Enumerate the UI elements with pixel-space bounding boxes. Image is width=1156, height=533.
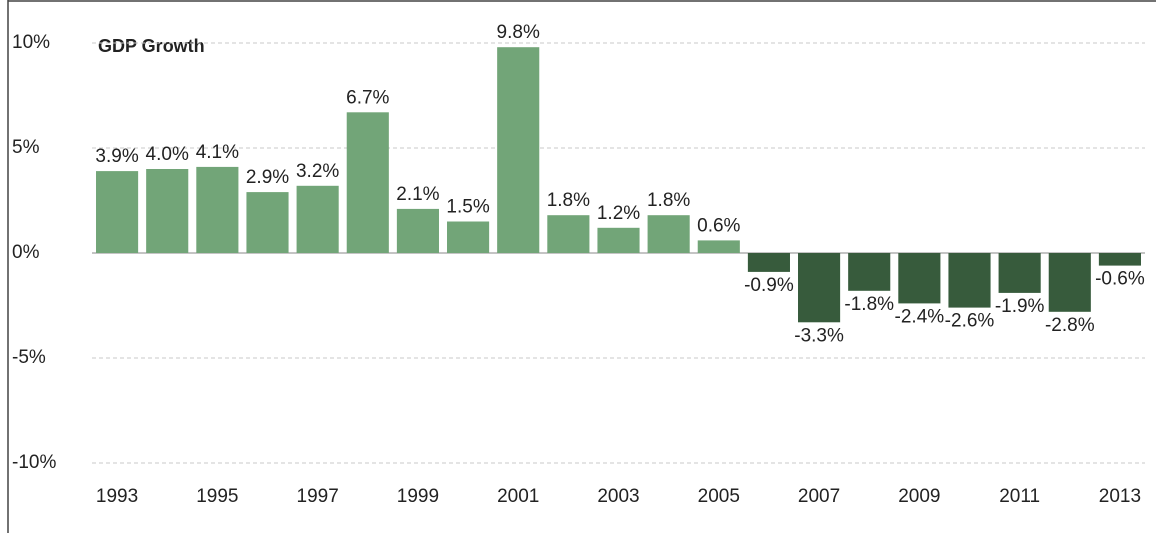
value-label: 3.9% bbox=[95, 146, 138, 167]
value-label: -1.9% bbox=[995, 296, 1045, 317]
x-tick-label: 1993 bbox=[96, 486, 138, 507]
bar bbox=[96, 171, 139, 253]
bar bbox=[898, 253, 941, 304]
value-label: 2.9% bbox=[246, 167, 289, 188]
value-label: -2.4% bbox=[895, 306, 945, 327]
x-tick-label: 2013 bbox=[1099, 486, 1141, 507]
y-tick-label: -5% bbox=[12, 347, 46, 368]
value-label: -0.6% bbox=[1095, 269, 1145, 290]
y-tick-label: 0% bbox=[12, 242, 40, 263]
x-tick-label: 2005 bbox=[698, 486, 740, 507]
x-tick-label: 2003 bbox=[597, 486, 639, 507]
x-tick-label: 2007 bbox=[798, 486, 840, 507]
value-label: 1.8% bbox=[647, 190, 690, 211]
bar bbox=[1098, 253, 1141, 266]
value-label: 3.2% bbox=[296, 161, 339, 182]
bar bbox=[296, 185, 339, 253]
bar bbox=[948, 253, 991, 308]
bar bbox=[747, 253, 790, 272]
value-label: 1.2% bbox=[597, 203, 640, 224]
value-label: 2.1% bbox=[396, 184, 439, 205]
bar bbox=[848, 253, 891, 291]
y-tick-label: 10% bbox=[12, 32, 50, 53]
value-label: 9.8% bbox=[497, 22, 540, 43]
bar bbox=[246, 192, 289, 253]
value-label: 1.5% bbox=[446, 197, 489, 218]
bar bbox=[597, 227, 640, 253]
x-tick-label: 1995 bbox=[196, 486, 238, 507]
value-label: -3.3% bbox=[794, 325, 844, 346]
value-label: -1.8% bbox=[844, 294, 894, 315]
bar bbox=[798, 253, 841, 323]
bar bbox=[547, 215, 590, 253]
value-label: 1.8% bbox=[547, 190, 590, 211]
chart-title: GDP Growth bbox=[98, 36, 205, 56]
x-tick-label: 2009 bbox=[898, 486, 940, 507]
value-label: 4.1% bbox=[196, 142, 239, 163]
value-label: -2.8% bbox=[1045, 315, 1095, 336]
bar bbox=[447, 221, 490, 253]
y-tick-label: 5% bbox=[12, 137, 40, 158]
value-label: -0.9% bbox=[744, 275, 794, 296]
bar bbox=[346, 112, 389, 253]
bar bbox=[196, 166, 239, 253]
y-tick-label: -10% bbox=[12, 452, 56, 473]
value-label: 4.0% bbox=[146, 144, 189, 165]
bar bbox=[998, 253, 1041, 293]
bar bbox=[647, 215, 690, 253]
x-tick-label: 1997 bbox=[297, 486, 339, 507]
x-tick-label: 1999 bbox=[397, 486, 439, 507]
bar bbox=[697, 240, 740, 253]
bar bbox=[396, 208, 439, 253]
x-tick-label: 2001 bbox=[497, 486, 539, 507]
value-label: -2.6% bbox=[945, 311, 995, 332]
value-label: 0.6% bbox=[697, 215, 740, 236]
x-tick-label: 2011 bbox=[999, 486, 1040, 507]
value-label: 6.7% bbox=[346, 87, 389, 108]
bar bbox=[146, 169, 189, 253]
bar bbox=[1048, 253, 1091, 312]
bar bbox=[497, 47, 540, 254]
